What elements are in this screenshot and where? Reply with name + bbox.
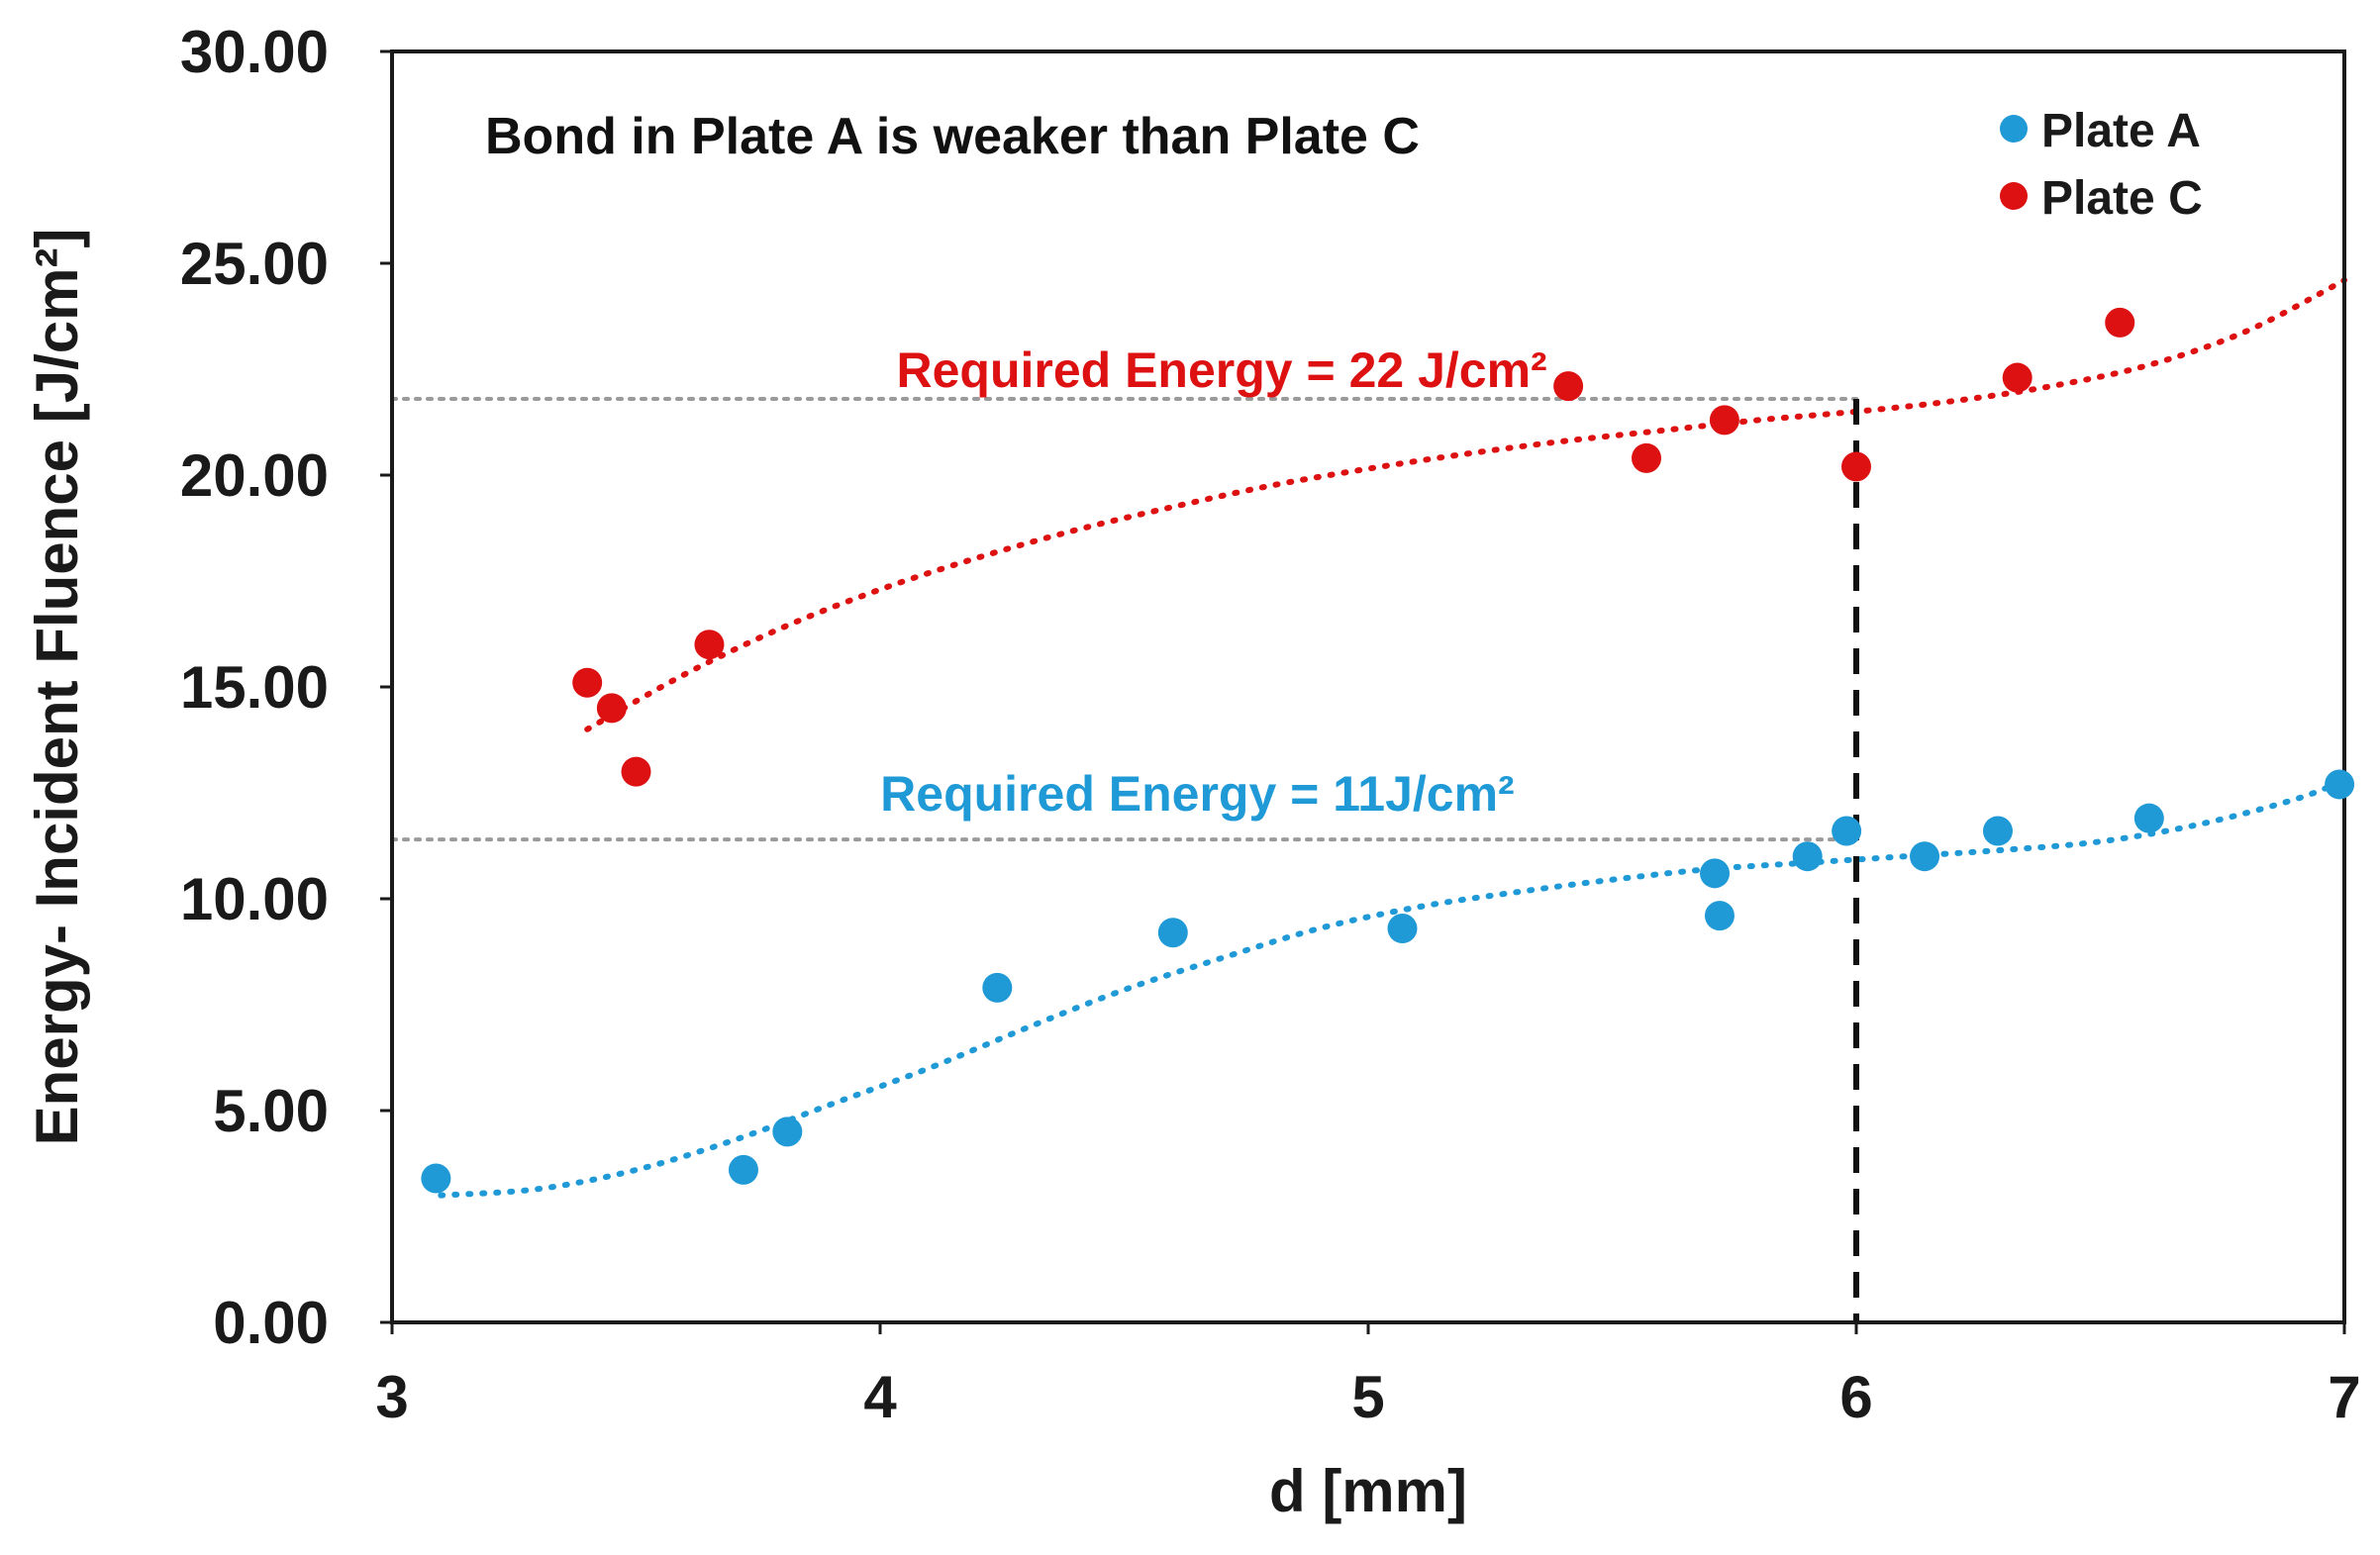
x-tick-label: 3 (375, 1364, 408, 1430)
data-point-plate-a (1792, 841, 1823, 872)
data-point-plate-a (982, 972, 1013, 1003)
legend: Plate A Plate C (2000, 105, 2203, 225)
data-point-plate-a (1157, 918, 1188, 948)
data-point-plate-a (1387, 913, 1418, 943)
data-point-plate-a (1910, 841, 1940, 872)
legend-marker (2000, 115, 2028, 143)
y-tick-label: 0.00 (213, 1290, 329, 1356)
data-point-plate-c (2105, 307, 2135, 338)
legend-marker (2000, 182, 2028, 210)
data-point-plate-a (1704, 901, 1735, 931)
data-point-plate-a (1832, 816, 1862, 846)
y-tick-label: 5.00 (213, 1078, 329, 1144)
data-point-plate-a (2325, 769, 2355, 800)
x-axis-ticks: 3 4 5 6 7 (375, 1322, 2361, 1430)
legend-label: Plate C (2041, 172, 2203, 225)
data-point-plate-a (1700, 858, 1731, 889)
data-point-plate-c (1709, 405, 1739, 436)
reference-labels: Required Energy = 22 J/cm² Required Energ… (880, 342, 1547, 822)
data-points (421, 307, 2355, 1194)
reference-label: Required Energy = 22 J/cm² (896, 342, 1546, 398)
trend-lines (438, 277, 2347, 1199)
y-tick-label: 15.00 (180, 654, 329, 721)
trend-line-plate-c (584, 277, 2347, 732)
data-point-plate-a (2133, 803, 2164, 833)
data-point-plate-c (2002, 362, 2033, 393)
x-tick-label: 6 (1839, 1364, 1872, 1430)
y-tick-label: 25.00 (180, 231, 329, 297)
y-tick-label: 20.00 (180, 442, 329, 509)
x-tick-label: 4 (863, 1364, 897, 1430)
y-tick-label: 10.00 (180, 866, 329, 932)
y-axis-title: Energy- Incident Fluence [J/cm²] (24, 229, 90, 1146)
data-point-plate-c (596, 693, 627, 724)
data-point-plate-a (1982, 816, 2013, 846)
reference-label: Required Energy = 11J/cm² (880, 766, 1515, 822)
data-point-plate-c (621, 756, 651, 787)
x-tick-label: 5 (1351, 1364, 1384, 1430)
data-point-plate-c (1553, 371, 1584, 402)
annotation-text: Bond in Plate A is weaker than Plate C (485, 108, 1420, 165)
y-axis-ticks: 0.00 5.00 10.00 15.00 20.00 25.00 30.00 (180, 19, 392, 1356)
data-point-plate-a (421, 1163, 451, 1194)
y-tick-label: 30.00 (180, 19, 329, 85)
data-point-plate-a (772, 1117, 803, 1147)
legend-label: Plate A (2041, 105, 2201, 157)
data-point-plate-a (728, 1154, 758, 1185)
trend-line-plate-a (438, 777, 2347, 1199)
x-axis-title: d [mm] (1269, 1458, 1467, 1524)
data-point-plate-c (694, 630, 725, 660)
x-tick-label: 7 (2328, 1364, 2360, 1430)
data-point-plate-c (1841, 451, 1871, 482)
data-point-plate-c (572, 667, 603, 698)
data-point-plate-c (1632, 442, 1662, 473)
